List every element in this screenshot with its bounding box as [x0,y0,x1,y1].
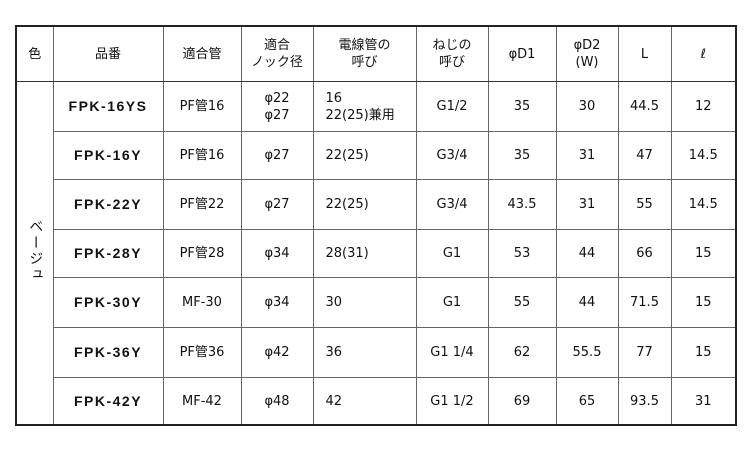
cell-d2: 31 [555,131,619,180]
cell-L: 55 [617,179,672,230]
table-row: FPK-22Y PF管22 φ27 22(25) G3/4 43.5 31 55 14.5 [16,179,737,230]
cell-thread: G3/4 [415,131,489,180]
cell-L: 93.5 [617,377,672,426]
cell-knock: φ48 [240,377,314,426]
cell-L: 71.5 [617,277,672,328]
cell-conduit: 16 22(25)兼用 [312,81,417,132]
cell-pipe: PF管22 [162,179,242,230]
cell-model: FPK-42Y [52,377,164,426]
cell-l: 12 [670,81,737,132]
cell-thread: G1 1/4 [415,327,489,378]
cell-L: 44.5 [617,81,672,132]
cell-d1: 62 [487,327,557,378]
cell-knock: φ34 [240,229,314,278]
cell-l: 15 [670,277,737,328]
cell-pipe: PF管28 [162,229,242,278]
cell-model: FPK-16YS [52,81,164,132]
header-conduit: 電線管の 呼び [312,25,417,82]
cell-thread: G1/2 [415,81,489,132]
cell-L: 66 [617,229,672,278]
cell-conduit: 30 [312,277,417,328]
cell-l: 15 [670,229,737,278]
table-row: FPK-36Y PF管36 φ42 36 G1 1/4 62 55.5 77 15 [16,327,737,378]
cell-d1: 55 [487,277,557,328]
cell-thread: G3/4 [415,179,489,230]
cell-d2: 30 [555,81,619,132]
header-thread: ねじの 呼び [415,25,489,82]
cell-conduit: 36 [312,327,417,378]
cell-d1: 53 [487,229,557,278]
cell-model: FPK-36Y [52,327,164,378]
table-row: FPK-16Y PF管16 φ27 22(25) G3/4 35 31 47 14.5 [16,131,737,180]
cell-thread: G1 1/2 [415,377,489,426]
color-cell: ベージュ [15,81,54,426]
cell-l: 15 [670,327,737,378]
cell-d1: 69 [487,377,557,426]
cell-d2: 65 [555,377,619,426]
cell-conduit: 42 [312,377,417,426]
cell-thread: G1 [415,277,489,328]
cell-thread: G1 [415,229,489,278]
cell-l: 14.5 [670,179,737,230]
header-l: ℓ [670,25,737,82]
cell-d2: 44 [555,277,619,328]
table-row: FPK-42Y MF-42 φ48 42 G1 1/2 69 65 93.5 31 [16,377,737,426]
cell-d1: 35 [487,81,557,132]
cell-model: FPK-16Y [52,131,164,180]
header-d2: φD2 (W) [555,25,619,82]
cell-knock: φ27 [240,179,314,230]
cell-L: 77 [617,327,672,378]
header-L: L [617,25,672,82]
cell-d2: 31 [555,179,619,230]
cell-conduit: 22(25) [312,131,417,180]
header-knock: 適合 ノック径 [240,25,314,82]
cell-d2: 44 [555,229,619,278]
table-row: FPK-30Y MF-30 φ34 30 G1 55 44 71.5 15 [16,277,737,328]
header-color: 色 [15,25,54,82]
cell-knock: φ27 [240,131,314,180]
header-model: 品番 [52,25,164,82]
cell-pipe: MF-30 [162,277,242,328]
header-pipe: 適合管 [162,25,242,82]
cell-pipe: MF-42 [162,377,242,426]
cell-d1: 43.5 [487,179,557,230]
color-label: ベージュ [27,218,44,283]
table-row: FPK-28Y PF管28 φ34 28(31) G1 53 44 66 15 [16,229,737,278]
cell-conduit: 28(31) [312,229,417,278]
cell-L: 47 [617,131,672,180]
cell-knock: φ22 φ27 [240,81,314,132]
cell-pipe: PF管16 [162,81,242,132]
table-row: ベージュ FPK-16YS PF管16 φ22 φ27 16 22(25)兼用 G1/2 3… [15,81,737,426]
cell-model: FPK-22Y [52,179,164,230]
cell-model: FPK-28Y [52,229,164,278]
cell-knock: φ34 [240,277,314,328]
cell-l: 31 [670,377,737,426]
cell-l: 14.5 [670,131,737,180]
cell-knock: φ42 [240,327,314,378]
header-d1: φD1 [487,25,557,82]
cell-pipe: PF管36 [162,327,242,378]
cell-conduit: 22(25) [312,179,417,230]
cell-d2: 55.5 [555,327,619,378]
cell-d1: 35 [487,131,557,180]
cell-pipe: PF管16 [162,131,242,180]
cell-model: FPK-30Y [52,277,164,328]
